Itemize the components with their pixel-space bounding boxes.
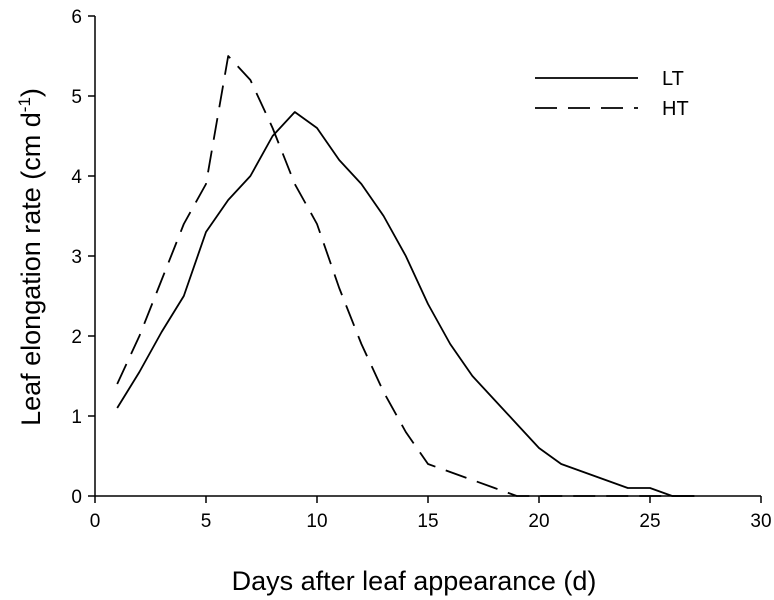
y-tick-label: 3 — [71, 247, 82, 268]
y-axis-title-main: Leaf elongation rate (cm d — [16, 112, 46, 426]
y-tick-label: 6 — [71, 7, 82, 28]
x-tick-label: 20 — [528, 511, 549, 532]
x-tick-label: 0 — [90, 511, 101, 532]
x-tick-label: 25 — [639, 511, 660, 532]
legend-label-lt: LT — [662, 68, 684, 90]
x-tick-label: 15 — [417, 511, 438, 532]
y-tick-label: 5 — [71, 87, 82, 108]
x-axis-ticks: 0 5 10 15 20 25 30 — [90, 496, 772, 532]
series-line-lt — [116, 111, 695, 497]
series-line-ht — [116, 55, 695, 497]
x-tick-label: 5 — [201, 511, 212, 532]
y-tick-label: 2 — [71, 327, 82, 348]
legend-label-ht: HT — [662, 98, 689, 120]
y-tick-label: 1 — [71, 407, 82, 428]
x-tick-label: 30 — [750, 511, 771, 532]
y-tick-label: 4 — [71, 167, 82, 188]
x-axis-title: Days after leaf appearance (d) — [232, 566, 597, 596]
x-tick-label: 10 — [306, 511, 327, 532]
y-axis-title: Leaf elongation rate (cm d-1) — [15, 88, 46, 426]
series-layer — [116, 55, 695, 497]
legend: LT HT — [535, 68, 689, 120]
y-axis-title-close: ) — [16, 88, 46, 97]
y-tick-label: 0 — [71, 487, 82, 508]
y-axis-title-superscript: -1 — [15, 97, 34, 112]
y-axis-ticks: 0 1 2 3 4 5 6 — [71, 7, 95, 508]
